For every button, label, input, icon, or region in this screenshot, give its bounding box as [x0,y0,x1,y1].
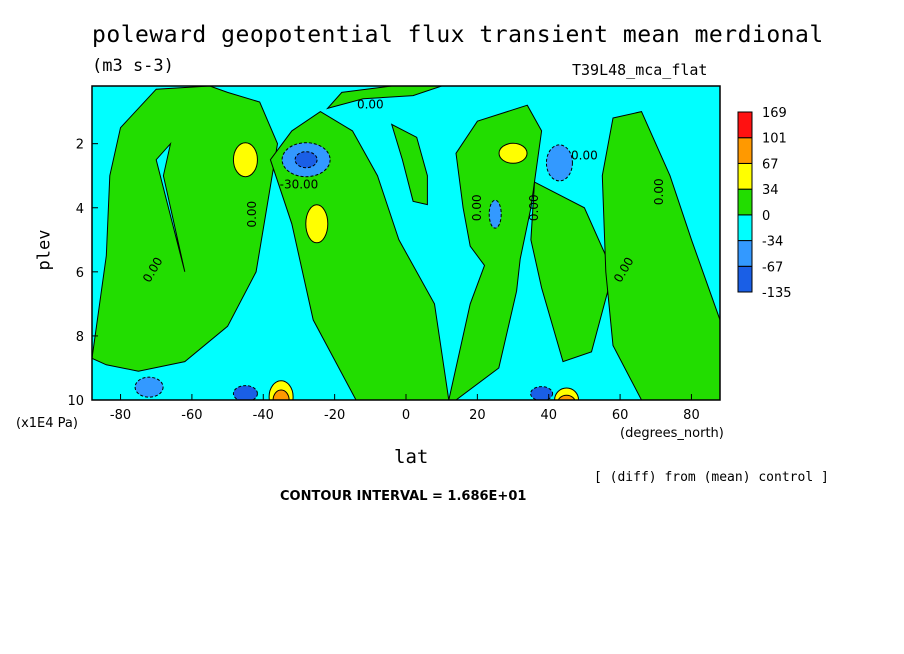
diff-note: [ (diff) from (mean) control ] [594,470,829,485]
colorbar-swatch [737,111,753,139]
contour-label: 0.00 [245,201,259,228]
feature-positive-north-surface-core [557,394,576,400]
colorbar-swatch [737,188,753,216]
feature-positive-south-mid [305,204,329,244]
chart-units: (m3 s-3) [92,56,174,76]
y-tick-label: 2 [76,138,84,153]
contour-label: 0.00 [357,97,384,111]
colorbar-label: -135 [762,286,792,301]
x-tick-label: -60 [181,408,202,423]
x-tick-label: -20 [324,408,345,423]
y-tick-label: 4 [76,202,84,217]
contour-field [92,86,720,400]
x-axis-units: (degrees_north) [620,426,724,441]
feature-negative-north-upper [545,144,573,182]
region-positive-north-mid [530,181,614,363]
contour-label: 0.00 [527,194,541,221]
axes: -80 -60 -40 -20 0 20 40 60 80 2 4 6 8 10 [67,138,699,423]
y-axis-units: (x1E4 Pa) [16,416,78,431]
region-positive-top [326,86,442,110]
x-tick-label: 80 [683,408,700,423]
y-tick-label: 8 [76,330,84,345]
contour-interval: CONTOUR INTERVAL = 1.686E+01 [280,489,527,504]
feature-positive-south-upper [232,142,258,178]
feature-negative-south-core [294,151,318,169]
feature-negative-north-mid [488,199,502,229]
region-positive-north-central [448,104,543,400]
feature-positive-north-upper [498,142,528,164]
colorbar-label: 34 [762,183,779,198]
x-tick-label: -40 [253,408,274,423]
feature-negative-south-surface-2 [232,385,258,400]
contour-label: 0.00 [652,178,666,205]
region-positive-south-central [269,111,450,400]
x-tick-label: 60 [612,408,629,423]
y-tick-label: 6 [76,266,84,281]
chart-title: poleward geopotential flux transient mea… [92,22,824,48]
colorbar-swatch [737,137,753,164]
colorbar-label: -67 [762,260,783,275]
x-tick-label: 20 [469,408,486,423]
colorbar-swatch [737,162,753,190]
colorbar-swatch [737,240,753,267]
region-negative-south-inner [155,141,186,272]
colorbar-swatch [737,265,753,293]
colorbar-label: -34 [762,235,783,250]
contour-label: -30.00 [280,178,319,192]
feature-negative-north-surface [530,386,554,400]
run-name: T39L48_mca_flat [572,61,708,79]
x-tick-label: -80 [110,408,131,423]
feature-positive-south-surface-core [272,389,290,400]
colorbar-label: 67 [762,157,779,172]
x-axis-label: lat [394,446,429,468]
colorbar-label: 169 [762,106,787,121]
contour-label: 0.00 [470,194,484,221]
x-tick-label: 0 [402,408,410,423]
y-tick-label: 10 [67,394,84,409]
feature-negative-south-surface [134,376,164,398]
colorbar-label: 0 [762,209,770,224]
region-positive-upper-center [390,123,428,206]
x-tick-label: 40 [540,408,557,423]
region-positive-northeast [601,111,720,400]
y-axis-label: plev [34,229,55,271]
contour-label: 0.00 [571,149,598,163]
region-positive-southwest [92,86,279,372]
colorbar-swatch [737,214,753,242]
colorbar: -135 -67 -34 0 34 67 101 169 [737,106,792,301]
colorbar-label: 101 [762,132,787,147]
